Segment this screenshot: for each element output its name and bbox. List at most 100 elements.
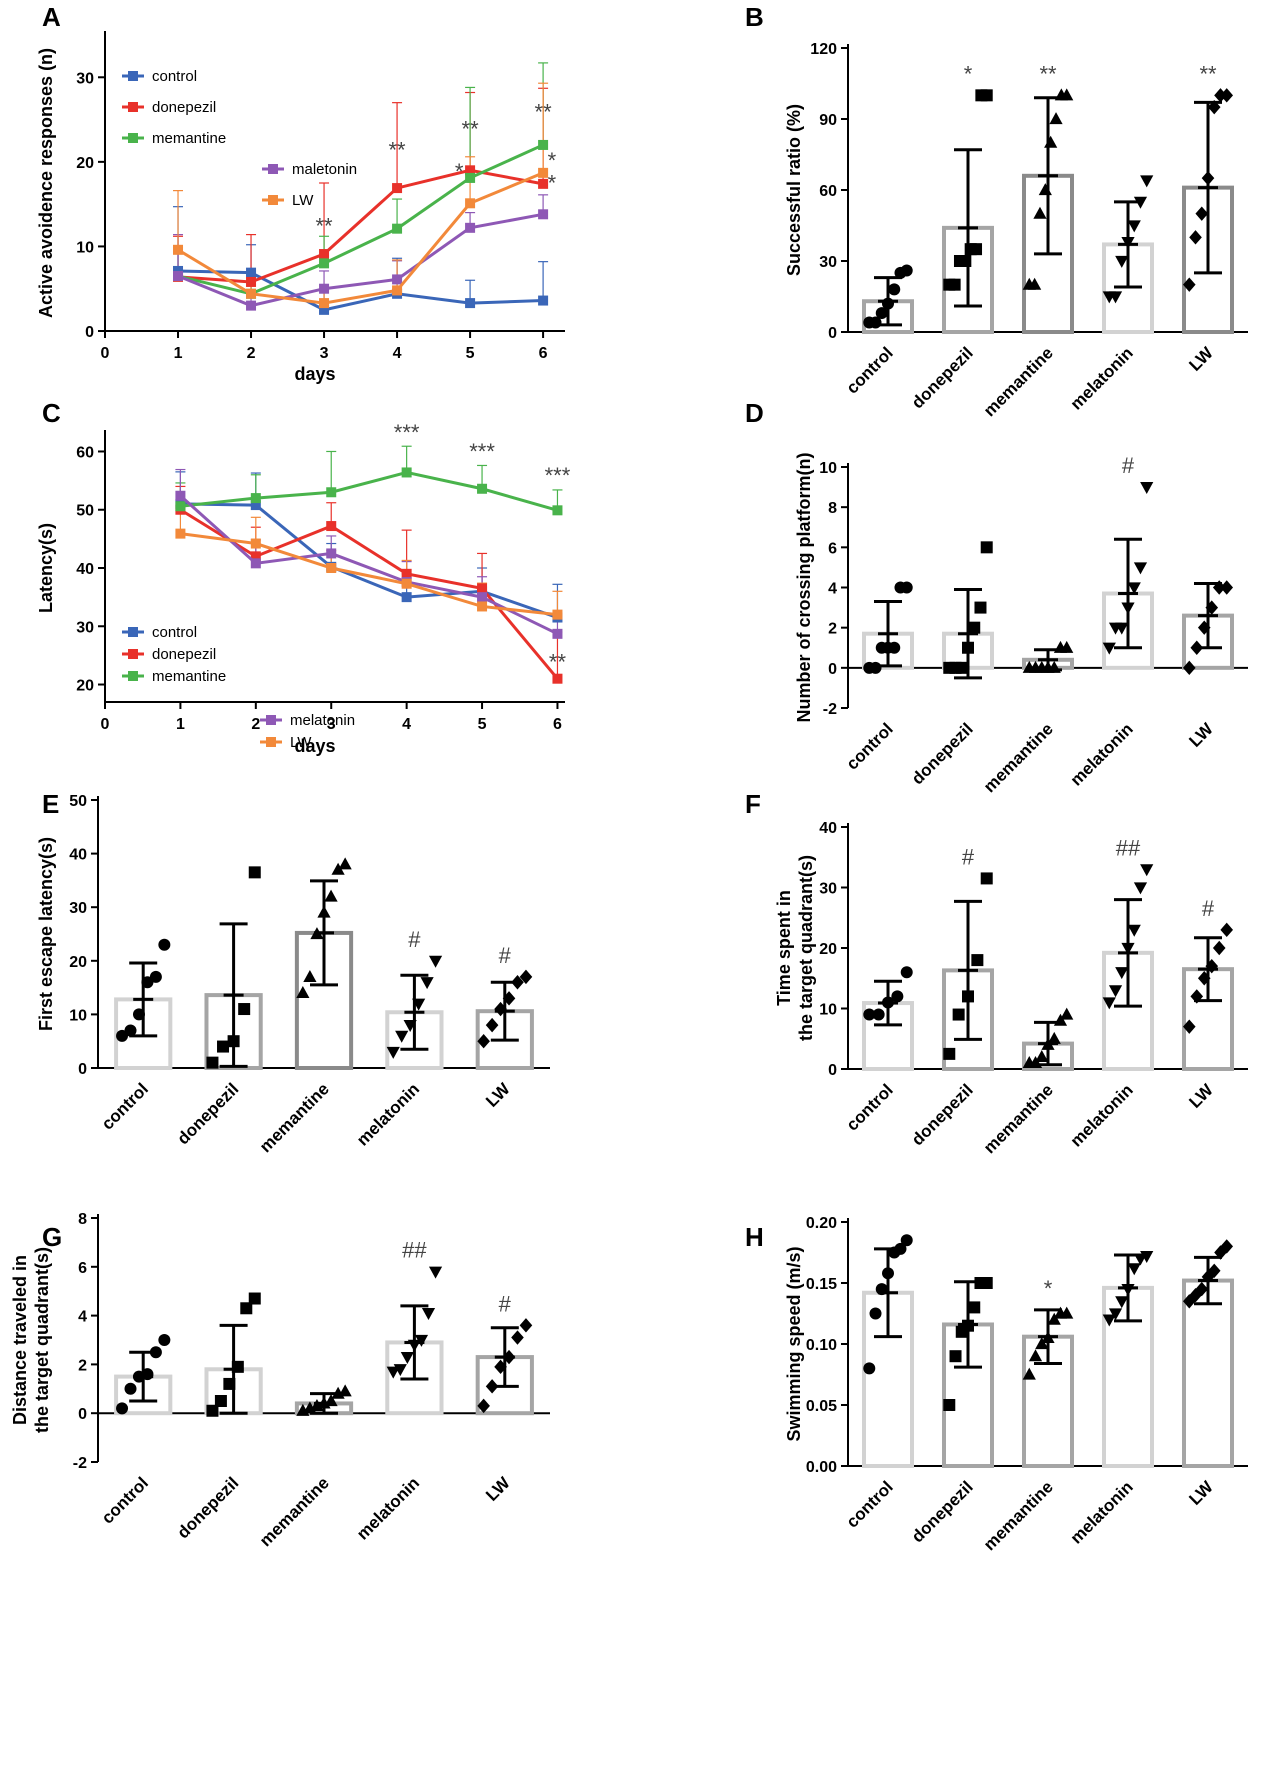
- panel-f-category-donepezil: donepezil: [908, 1080, 977, 1149]
- panel-g-point-donepezil: [248, 1292, 261, 1305]
- panel-f-point-donepezil: [980, 872, 993, 885]
- panel-f-point-memantine: [1035, 1050, 1049, 1062]
- panel-g-y-tick-label: 4: [78, 1309, 87, 1326]
- panel-c-legend-LW-swatch: [266, 737, 276, 747]
- panel-c-x-tick-label: 1: [176, 716, 185, 733]
- panel-c-donepezil-point: [401, 568, 412, 579]
- panel-e-point-melatonin: [428, 955, 443, 968]
- panel-e-significance-melatonin: #: [408, 927, 421, 952]
- panel-f-point-melatonin: [1140, 864, 1154, 877]
- panel-a-x-tick-label: 4: [393, 345, 402, 362]
- panel-c-melatonin-point: [477, 592, 488, 603]
- panel-a-LW-point: [465, 198, 476, 209]
- panel-a-LW-point: [173, 244, 184, 255]
- panel-f-category-melatonin: melatonin: [1067, 1080, 1137, 1150]
- panel-a-significance: *: [455, 159, 464, 184]
- panel-b-point-LW: [1195, 206, 1209, 221]
- panel-a-x-tick-label: 6: [539, 345, 548, 362]
- panel-h-y-tick-label: 0.20: [806, 1215, 837, 1232]
- panel-g-point-melatonin: [414, 1334, 429, 1347]
- panel-c-melatonin-point: [552, 628, 563, 639]
- panel-g-point-LW: [494, 1359, 507, 1375]
- panel-c-LW-point: [401, 578, 412, 589]
- panel-c-LW-line: [180, 532, 558, 617]
- panel-f-point-LW: [1182, 1019, 1196, 1034]
- panel-a-maletonin-point: [319, 283, 330, 294]
- panel-d-y-tick-label: -2: [823, 701, 837, 718]
- panel-e-point-melatonin: [420, 977, 434, 990]
- panel-a-control-point: [319, 304, 330, 315]
- panel-h-point-LW: [1207, 1263, 1221, 1278]
- panel-b-point-memantine: [1028, 277, 1042, 290]
- panel-e-significance-LW: #: [499, 943, 512, 968]
- panel-h-category-melatonin: melatonin: [1067, 1477, 1137, 1547]
- panel-f-category-control: control: [843, 1080, 897, 1134]
- panel-h-point-melatonin: [1115, 1296, 1129, 1309]
- panel-b-point-melatonin: [1108, 291, 1123, 304]
- panel-h-category-memantine: memantine: [980, 1477, 1057, 1554]
- panel-b-category-memantine: memantine: [980, 343, 1057, 420]
- panel-h-y-tick-label: 0.10: [806, 1337, 837, 1354]
- panel-b-point-memantine: [1049, 112, 1063, 125]
- panel-h-category-donepezil: donepezil: [908, 1477, 977, 1546]
- panel-c-legend-donepezil-swatch: [128, 649, 138, 659]
- panel-b-point-LW: [1182, 277, 1196, 292]
- panel-g-point-donepezil: [206, 1404, 219, 1417]
- panel-e-category-memantine: memantine: [256, 1079, 333, 1156]
- panel-g-y-tick-label: 6: [78, 1260, 87, 1277]
- panel-g-y-tick-label: -2: [73, 1455, 87, 1472]
- panel-c-memantine-point: [250, 493, 261, 504]
- panel-e-point-LW: [477, 1034, 490, 1049]
- panel-e-point-melatonin: [386, 1046, 400, 1059]
- panel-f-point-melatonin: [1133, 882, 1148, 895]
- panel-b-letter: B: [745, 2, 764, 32]
- panel-f-point-melatonin: [1102, 997, 1116, 1010]
- panel-g-point-melatonin: [386, 1366, 400, 1379]
- panel-e-point-donepezil: [217, 1040, 230, 1053]
- panel-b-point-LW: [1189, 230, 1202, 245]
- panel-d-significance-melatonin: #: [1122, 453, 1135, 478]
- panel-a-donepezil-point: [392, 183, 403, 194]
- panel-g-category-donepezil: donepezil: [174, 1473, 243, 1542]
- panel-a-x-title: days: [294, 364, 335, 384]
- panel-f-bar-melatonin: [1102, 950, 1154, 1072]
- panel-a-LW-point: [319, 298, 330, 309]
- panel-c-LW-point: [552, 609, 563, 620]
- panel-h-category-LW: LW: [1185, 1477, 1217, 1509]
- panel-f-point-control: [891, 990, 904, 1003]
- panel-c-x-tick-label: 3: [327, 716, 336, 733]
- panel-g-point-control: [158, 1334, 171, 1346]
- panel-a-significance: **: [535, 100, 553, 125]
- panel-f-category-memantine: memantine: [980, 1080, 1057, 1157]
- panel-g-point-LW: [519, 1318, 533, 1333]
- panel-h-significance-memantine: *: [1044, 1276, 1053, 1301]
- panel-f-significance-donepezil: #: [962, 844, 975, 869]
- panel-c-legend-control-swatch: [128, 627, 138, 637]
- panel-h-bar-LW: [1182, 1278, 1234, 1469]
- panel-b-point-melatonin: [1140, 175, 1154, 188]
- panel-h-y-tick-label: 0.15: [806, 1276, 837, 1293]
- panel-f-letter: F: [745, 789, 761, 819]
- panel-h-point-control: [863, 1362, 876, 1375]
- panel-b-category-melatonin: melatonin: [1067, 343, 1137, 413]
- panel-a-donepezil-point: [538, 178, 549, 189]
- panel-c-x-tick-label: 0: [101, 716, 110, 733]
- panel-c-x-tick-label: 2: [251, 716, 260, 733]
- panel-a-y-tick-label: 20: [76, 155, 94, 172]
- panel-c-donepezil-line: [179, 508, 559, 680]
- panel-a-LW-point: [538, 167, 549, 178]
- panel-d-point-melatonin: [1115, 622, 1129, 635]
- panel-d-category-memantine: memantine: [980, 719, 1057, 796]
- panel-b-point-memantine: [1033, 206, 1047, 219]
- panel-e-y-tick-label: 30: [69, 900, 87, 917]
- panel-f-y-tick-label: 40: [819, 820, 837, 837]
- panel-d-point-memantine: [1060, 640, 1074, 653]
- panel-f-point-control: [872, 1008, 885, 1021]
- panel-h-point-control: [869, 1307, 882, 1320]
- panel-b-point-melatonin: [1115, 255, 1129, 268]
- panel-c-y-tick-label: 30: [76, 619, 94, 636]
- panel-d-point-donepezil: [955, 661, 968, 674]
- panel-a-maletonin-point: [246, 300, 257, 311]
- panel-a-donepezil-line: [177, 168, 544, 284]
